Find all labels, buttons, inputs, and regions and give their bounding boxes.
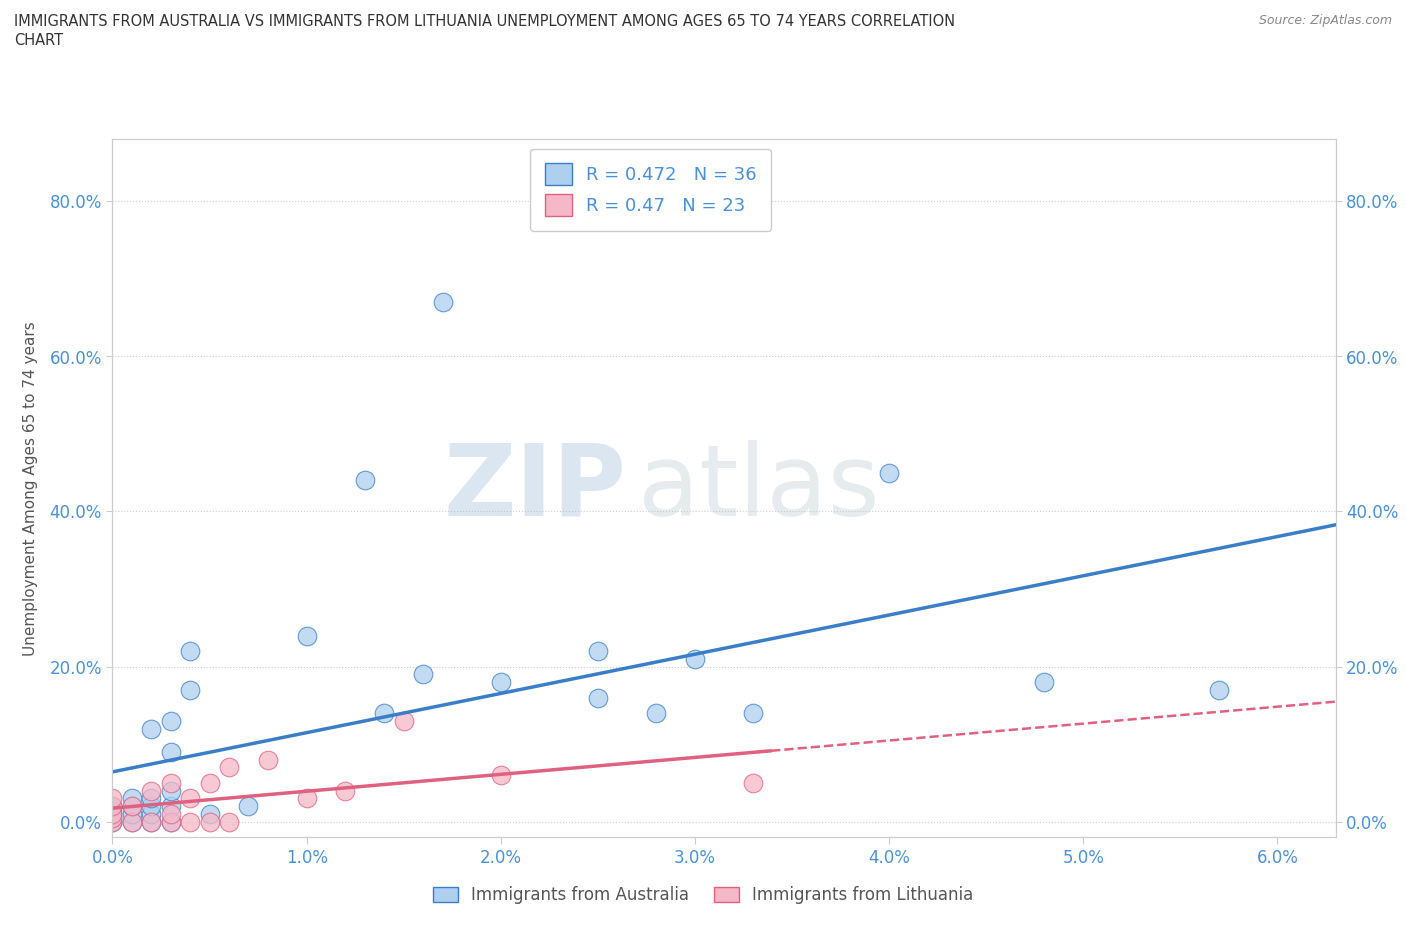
Point	[238, 799, 260, 814]
Point	[159, 806, 181, 821]
Point	[742, 706, 765, 721]
Point	[121, 790, 143, 805]
Point	[295, 628, 318, 643]
Point	[101, 814, 124, 829]
Point	[101, 799, 124, 814]
Point	[101, 790, 124, 805]
Point	[198, 806, 221, 821]
Point	[159, 814, 181, 829]
Point	[121, 799, 143, 814]
Point	[159, 713, 181, 728]
Point	[1208, 683, 1230, 698]
Text: IMMIGRANTS FROM AUSTRALIA VS IMMIGRANTS FROM LITHUANIA UNEMPLOYMENT AMONG AGES 6: IMMIGRANTS FROM AUSTRALIA VS IMMIGRANTS …	[14, 14, 955, 29]
Point	[101, 806, 124, 821]
Point	[412, 667, 434, 682]
Point	[179, 683, 201, 698]
Point	[141, 814, 163, 829]
Point	[141, 790, 163, 805]
Point	[392, 713, 415, 728]
Point	[159, 776, 181, 790]
Text: CHART: CHART	[14, 33, 63, 47]
Point	[877, 465, 900, 480]
Point	[101, 810, 124, 825]
Point	[335, 783, 357, 798]
Point	[489, 767, 512, 782]
Legend: R = 0.472   N = 36, R = 0.47   N = 23: R = 0.472 N = 36, R = 0.47 N = 23	[530, 149, 772, 231]
Point	[121, 814, 143, 829]
Point	[141, 814, 163, 829]
Point	[354, 473, 377, 488]
Point	[179, 790, 201, 805]
Point	[121, 799, 143, 814]
Point	[101, 806, 124, 821]
Text: Source: ZipAtlas.com: Source: ZipAtlas.com	[1258, 14, 1392, 27]
Point	[141, 799, 163, 814]
Point	[586, 690, 609, 705]
Legend: Immigrants from Australia, Immigrants from Lithuania: Immigrants from Australia, Immigrants fr…	[425, 878, 981, 912]
Y-axis label: Unemployment Among Ages 65 to 74 years: Unemployment Among Ages 65 to 74 years	[24, 321, 38, 656]
Point	[141, 806, 163, 821]
Point	[101, 814, 124, 829]
Point	[101, 810, 124, 825]
Point	[121, 806, 143, 821]
Point	[159, 814, 181, 829]
Point	[1033, 674, 1056, 689]
Point	[218, 814, 240, 829]
Point	[179, 814, 201, 829]
Point	[432, 295, 454, 310]
Point	[742, 776, 765, 790]
Text: ZIP: ZIP	[443, 440, 626, 537]
Point	[159, 744, 181, 759]
Point	[101, 799, 124, 814]
Point	[198, 814, 221, 829]
Point	[121, 814, 143, 829]
Text: atlas: atlas	[638, 440, 880, 537]
Point	[159, 799, 181, 814]
Point	[683, 651, 706, 666]
Point	[141, 783, 163, 798]
Point	[586, 644, 609, 658]
Point	[179, 644, 201, 658]
Point	[101, 803, 124, 817]
Point	[218, 760, 240, 775]
Point	[295, 790, 318, 805]
Point	[141, 721, 163, 736]
Point	[489, 674, 512, 689]
Point	[159, 783, 181, 798]
Point	[256, 752, 278, 767]
Point	[198, 776, 221, 790]
Point	[645, 706, 668, 721]
Point	[373, 706, 395, 721]
